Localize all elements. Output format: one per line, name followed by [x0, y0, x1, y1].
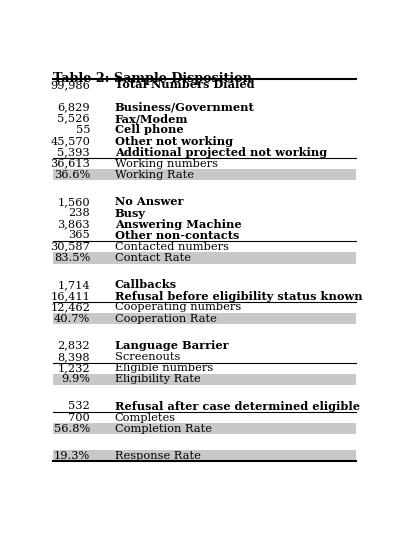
Text: 40.7%: 40.7% — [54, 314, 90, 323]
Text: 45,570: 45,570 — [50, 136, 90, 146]
Bar — [53, 423, 356, 435]
Text: Contact Rate: Contact Rate — [115, 253, 191, 263]
Text: 238: 238 — [68, 208, 90, 218]
Text: 532: 532 — [68, 401, 90, 411]
Text: Business/Government: Business/Government — [115, 102, 255, 113]
Text: 5,526: 5,526 — [57, 113, 90, 124]
Text: 365: 365 — [68, 231, 90, 240]
Text: 1,560: 1,560 — [57, 197, 90, 207]
Text: 1,232: 1,232 — [57, 363, 90, 373]
Text: 3,863: 3,863 — [57, 219, 90, 230]
Text: 16,411: 16,411 — [50, 291, 90, 301]
Text: 30,587: 30,587 — [50, 242, 90, 252]
Text: Other not working: Other not working — [115, 136, 233, 146]
Text: No Answer: No Answer — [115, 197, 183, 207]
Text: Busy: Busy — [115, 207, 146, 219]
Bar — [53, 313, 356, 324]
Text: Additional projected not working: Additional projected not working — [115, 147, 327, 158]
Text: 700: 700 — [68, 413, 90, 423]
Text: Screenouts: Screenouts — [115, 352, 180, 362]
Text: Cooperation Rate: Cooperation Rate — [115, 314, 217, 323]
Text: 99,986: 99,986 — [50, 80, 90, 90]
Text: Contacted numbers: Contacted numbers — [115, 242, 229, 252]
Text: Eligible numbers: Eligible numbers — [115, 363, 213, 373]
Text: Cell phone: Cell phone — [115, 124, 184, 136]
Text: Table 2: Sample Disposition: Table 2: Sample Disposition — [53, 72, 252, 85]
Text: Fax/Modem: Fax/Modem — [115, 113, 188, 124]
Text: 55: 55 — [75, 125, 90, 135]
Text: 2,832: 2,832 — [57, 341, 90, 350]
Bar — [53, 450, 356, 462]
Text: Total Numbers Dialed: Total Numbers Dialed — [115, 79, 255, 91]
Text: Cooperating numbers: Cooperating numbers — [115, 302, 241, 313]
Text: 5,393: 5,393 — [57, 147, 90, 157]
Text: 1,714: 1,714 — [57, 280, 90, 290]
Text: Refusal after case determined eligible: Refusal after case determined eligible — [115, 401, 360, 412]
Text: Response Rate: Response Rate — [115, 451, 201, 461]
Bar — [53, 252, 356, 264]
Text: 56.8%: 56.8% — [54, 424, 90, 434]
Text: Other non-contacts: Other non-contacts — [115, 230, 239, 241]
Text: Eligibility Rate: Eligibility Rate — [115, 374, 201, 384]
Text: Completion Rate: Completion Rate — [115, 424, 212, 434]
Bar — [53, 374, 356, 385]
Text: Refusal before eligibility status known: Refusal before eligibility status known — [115, 291, 362, 302]
Text: Language Barrier: Language Barrier — [115, 340, 229, 351]
Text: Callbacks: Callbacks — [115, 280, 177, 291]
Text: 83.5%: 83.5% — [54, 253, 90, 263]
Text: Answering Machine: Answering Machine — [115, 219, 241, 230]
Text: 36.6%: 36.6% — [54, 170, 90, 180]
Text: 36,613: 36,613 — [50, 159, 90, 168]
Text: Working Rate: Working Rate — [115, 170, 194, 180]
Text: 6,829: 6,829 — [57, 103, 90, 112]
Bar — [53, 169, 356, 180]
Text: 19.3%: 19.3% — [54, 451, 90, 461]
Text: 9.9%: 9.9% — [61, 374, 90, 384]
Text: Working numbers: Working numbers — [115, 159, 218, 168]
Text: 8,398: 8,398 — [57, 352, 90, 362]
Text: 12,462: 12,462 — [50, 302, 90, 313]
Text: Completes: Completes — [115, 413, 176, 423]
